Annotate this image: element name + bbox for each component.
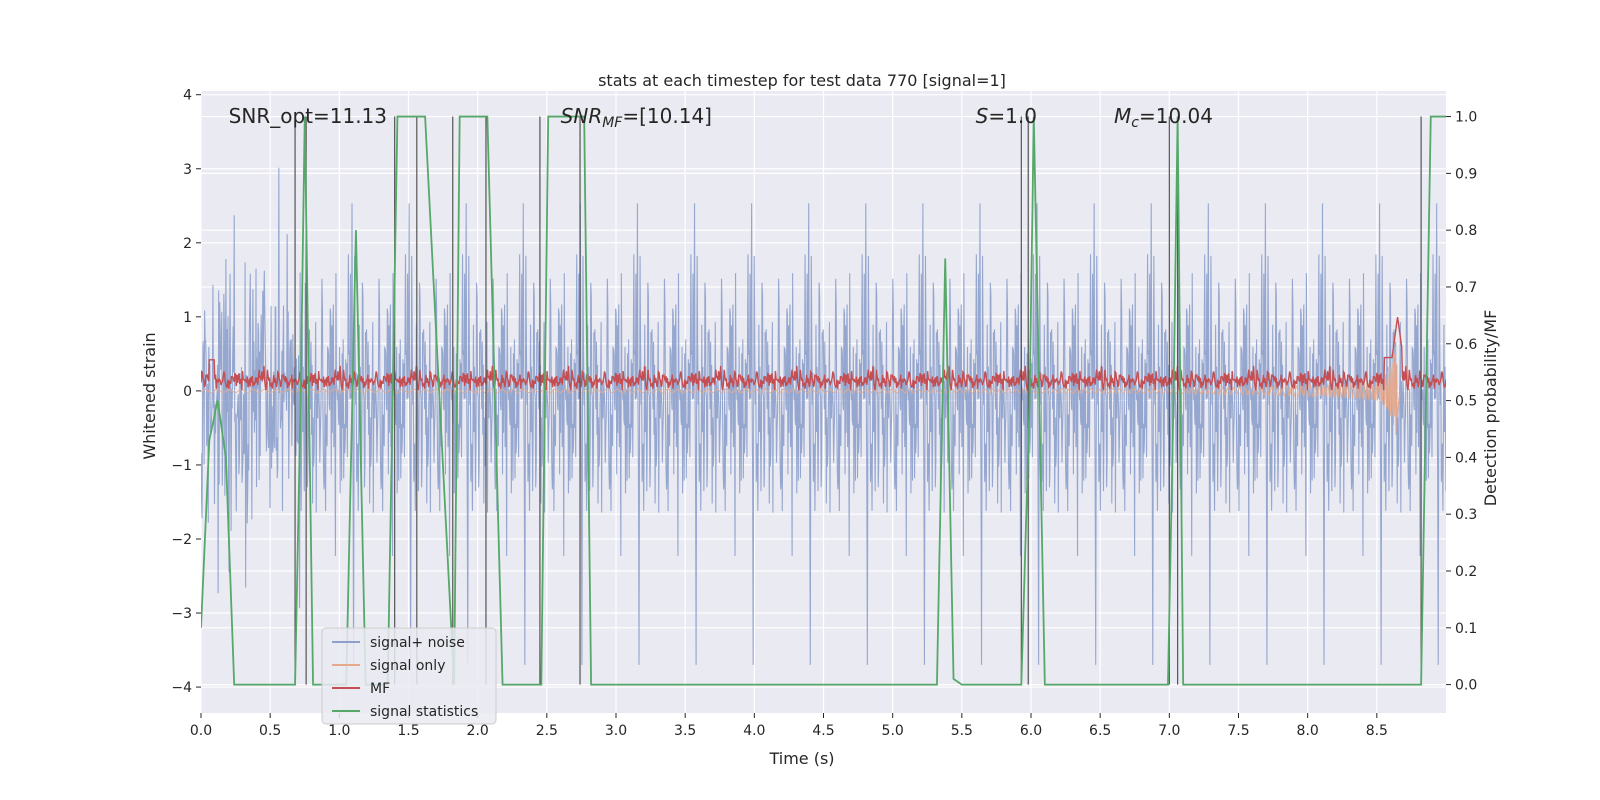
y-tick-label-6: 2: [183, 236, 192, 252]
signal-only-line: [201, 346, 1401, 434]
x-tick-label-5: 2.5: [536, 723, 558, 739]
legend-label-0: signal+ noise: [370, 635, 465, 651]
y-axis-ticks: −4 −3 −2 −1 0 1 2 3 4: [171, 88, 201, 696]
x-tick-label-3: 1.5: [397, 723, 419, 739]
annotation-0: SNR_opt=11.13: [229, 104, 387, 128]
x-tick-label-16: 8.0: [1297, 723, 1319, 739]
y2-tick-label-8: 0.8: [1455, 223, 1477, 239]
series-signal-only: [201, 346, 1401, 434]
y-tick-label-8: 4: [183, 88, 192, 104]
legend: signal+ noise signal only MF signal statist…: [321, 627, 497, 725]
y-tick-label-7: 3: [183, 162, 192, 178]
x-tick-label-4: 2.0: [467, 723, 489, 739]
series-signal-statistics: [201, 115, 1446, 686]
y-axis-title: Whitened strain: [140, 332, 159, 459]
mf-line: [201, 316, 1446, 391]
x-tick-label-17: 8.5: [1366, 723, 1388, 739]
y2-tick-label-9: 0.9: [1455, 166, 1477, 182]
annotation-3: Mc=10.04: [1114, 104, 1213, 131]
y2-tick-label-3: 0.3: [1455, 507, 1477, 523]
series-mf: [201, 316, 1446, 391]
grid: [200, 91, 1446, 713]
x-tick-label-15: 7.5: [1227, 723, 1249, 739]
x-tick-label-6: 3.0: [605, 723, 627, 739]
plot-series: [201, 115, 1446, 686]
y-tick-label-1: −3: [171, 606, 192, 622]
y-tick-label-2: −2: [171, 532, 192, 548]
x-tick-label-8: 4.0: [743, 723, 765, 739]
y2-tick-label-7: 0.7: [1455, 280, 1477, 296]
y2-axis-ticks: 0.0 0.1 0.2 0.3 0.4 0.5 0.6 0.7 0.8 0.9 1.0: [1446, 110, 1477, 694]
signal-statistics-line: [201, 115, 1446, 686]
y2-tick-label-2: 0.2: [1455, 564, 1477, 580]
y-tick-label-0: −4: [171, 680, 192, 696]
annotations: SNR_opt=11.13 SNRMF=[10.14] S=1.0 Mc=10.04: [229, 104, 1213, 131]
x-tick-label-0: 0.0: [190, 723, 212, 739]
legend-box: [321, 627, 497, 725]
y2-tick-label-0: 0.0: [1455, 678, 1477, 694]
series-signal-noise: [201, 167, 1446, 665]
legend-label-1: signal only: [370, 658, 445, 674]
y-tick-label-4: 0: [183, 384, 192, 400]
x-axis-ticks: 0.0 0.5 1.0 1.5 2.0 2.5 3.0 3.5 4.0 4.5 5.0 5.5 6.0 6…: [190, 713, 1388, 739]
x-tick-label-10: 5.0: [882, 723, 904, 739]
annotation-2: S=1.0: [976, 104, 1037, 128]
x-tick-label-1: 0.5: [259, 723, 281, 739]
x-tick-label-14: 7.0: [1158, 723, 1180, 739]
x-tick-label-11: 5.5: [951, 723, 973, 739]
x-tick-label-7: 3.5: [674, 723, 696, 739]
y-tick-label-3: −1: [171, 458, 192, 474]
y2-tick-label-4: 0.4: [1455, 450, 1477, 466]
y2-tick-label-10: 1.0: [1455, 110, 1477, 126]
x-axis-title: Time (s): [768, 749, 834, 768]
legend-label-2: MF: [370, 681, 390, 697]
y2-axis-title: Detection probability/MF: [1481, 310, 1500, 507]
x-tick-label-13: 6.5: [1089, 723, 1111, 739]
y2-tick-label-6: 0.6: [1455, 337, 1477, 353]
y-tick-label-5: 1: [183, 310, 192, 326]
x-tick-label-9: 4.5: [812, 723, 834, 739]
chart-title: stats at each timestep for test data 770…: [598, 71, 1006, 90]
annotation-1: SNRMF=[10.14]: [561, 104, 712, 131]
legend-label-3: signal statistics: [370, 704, 478, 720]
y2-tick-label-5: 0.5: [1455, 394, 1477, 410]
x-tick-label-12: 6.0: [1020, 723, 1042, 739]
signal-noise-line: [201, 167, 1446, 665]
y2-tick-label-1: 0.1: [1455, 621, 1477, 637]
x-tick-label-2: 1.0: [328, 723, 350, 739]
